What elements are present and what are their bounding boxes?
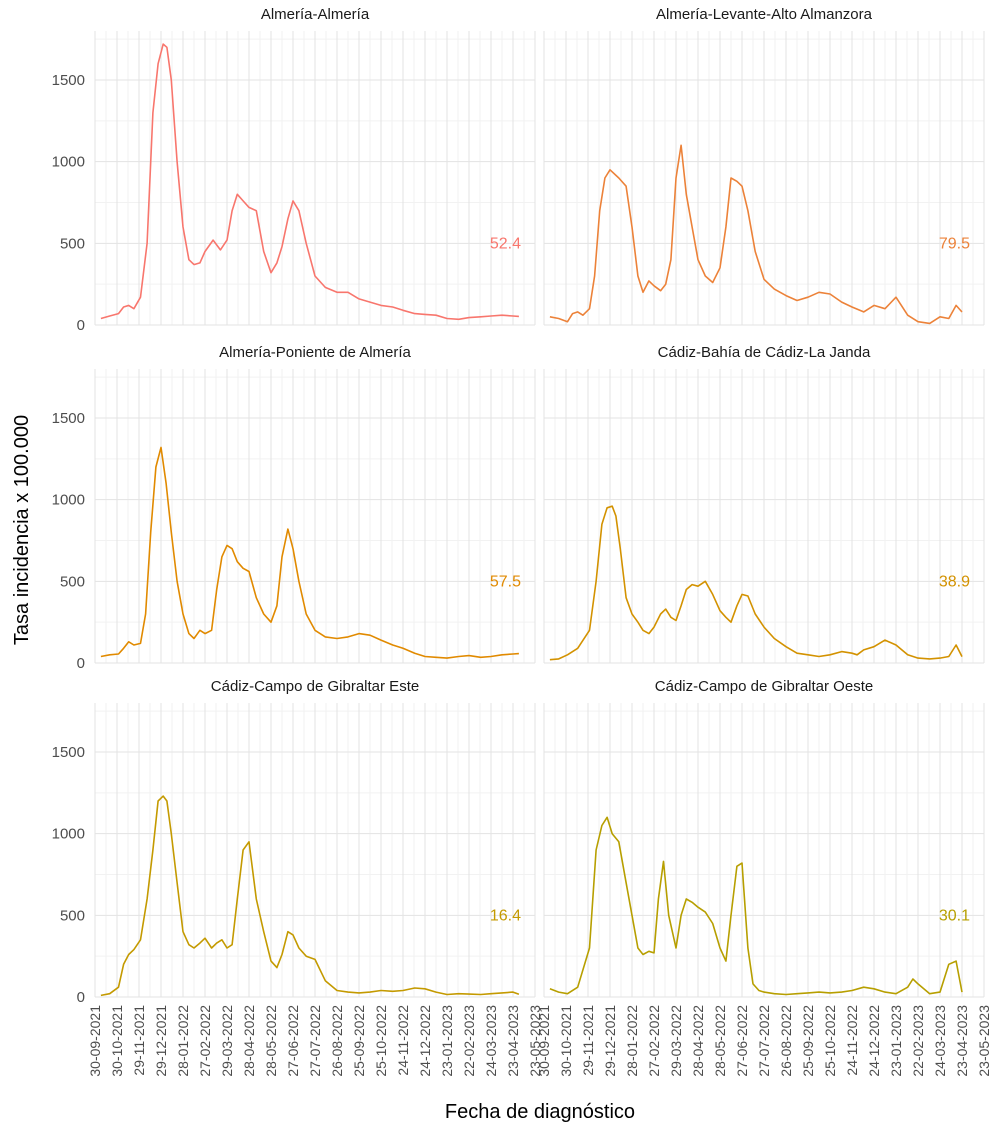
last-value-label: 16.4 [490,907,521,924]
last-value-label: 52.4 [490,235,521,252]
x-tick-label: 30-09-2021 [536,1005,552,1077]
x-tick-label: 29-12-2021 [153,1005,169,1077]
x-tick-label: 22-02-2023 [461,1005,477,1077]
x-tick-label: 22-02-2023 [910,1005,926,1077]
x-tick-label: 30-09-2021 [87,1005,103,1077]
facet-title: Cádiz-Bahía de Cádiz-La Janda [658,344,871,361]
x-tick-label: 28-05-2022 [263,1005,279,1077]
x-tick-label: 25-09-2022 [351,1005,367,1077]
facet-panel: Almería-Poniente de Almería 0 500 1000 1500 5… [52,344,536,672]
facet-panel: Cádiz-Campo de Gibraltar Oeste 30-09-2021… [536,678,990,1077]
series-line [549,816,963,996]
series-line [549,144,963,325]
x-tick-label: 24-03-2023 [483,1005,499,1077]
facet-title: Almería-Almería [261,6,370,23]
x-tick-label: 27-06-2022 [285,1005,301,1077]
x-tick-label: 23-01-2023 [439,1005,455,1077]
y-axis-title: Tasa incidencia x 100.000 [11,415,33,645]
facet-title: Cádiz-Campo de Gibraltar Este [211,678,419,695]
x-tick-label: 25-10-2022 [373,1005,389,1077]
series-line [549,505,963,661]
x-axis-title: Fecha de diagnóstico [445,1101,635,1123]
x-tick-label: 23-05-2023 [527,1005,543,1077]
x-tick-label: 28-04-2022 [241,1005,257,1077]
x-tick-label: 29-11-2021 [580,1005,596,1076]
facet-panel: Almería-Levante-Alto Almanzora 79.5 [543,6,985,326]
y-tick-label: 500 [60,907,85,924]
x-tick-label: 27-06-2022 [734,1005,750,1077]
series-line [100,795,520,997]
x-tick-label: 27-07-2022 [307,1005,323,1077]
y-tick-label: 1500 [52,744,85,761]
facet-title: Almería-Levante-Alto Almanzora [656,6,873,23]
y-tick-label: 0 [77,989,85,1006]
x-tick-label: 24-11-2022 [844,1005,860,1076]
x-tick-label: 24-03-2023 [932,1005,948,1077]
x-tick-label: 23-04-2023 [954,1005,970,1077]
x-tick-label: 23-04-2023 [505,1005,521,1077]
facet-panel: Almería-Almería 0 500 1000 1500 52.4 [52,6,536,334]
y-tick-label: 1000 [52,492,85,509]
x-tick-label: 23-01-2023 [888,1005,904,1077]
x-tick-label: 29-12-2021 [602,1005,618,1077]
x-tick-label: 30-10-2021 [558,1005,574,1077]
x-tick-label: 29-03-2022 [668,1005,684,1077]
x-tick-label: 30-10-2021 [109,1005,125,1077]
last-value-label: 30.1 [939,907,970,924]
y-tick-label: 1000 [52,826,85,843]
x-tick-label: 28-01-2022 [175,1005,191,1077]
x-tick-label: 29-11-2021 [131,1005,147,1076]
x-tick-label: 28-01-2022 [624,1005,640,1077]
x-tick-label: 27-07-2022 [756,1005,772,1077]
y-tick-label: 500 [60,573,85,590]
x-tick-label: 29-03-2022 [219,1005,235,1077]
x-tick-label: 23-05-2023 [976,1005,990,1077]
y-tick-label: 1000 [52,154,85,171]
x-tick-label: 27-02-2022 [646,1005,662,1077]
x-tick-label: 26-08-2022 [329,1005,345,1077]
series-line [100,446,519,659]
series-line [100,43,519,321]
facet-title: Almería-Poniente de Almería [219,344,411,361]
x-tick-label: 26-08-2022 [778,1005,794,1077]
x-tick-label: 25-09-2022 [800,1005,816,1077]
last-value-label: 38.9 [939,573,970,590]
facet-title: Cádiz-Campo de Gibraltar Oeste [655,678,873,695]
y-tick-label: 1500 [52,72,85,89]
x-tick-label: 24-11-2022 [395,1005,411,1076]
x-tick-label: 24-12-2022 [866,1005,882,1077]
last-value-label: 79.5 [939,235,970,252]
y-tick-label: 0 [77,317,85,334]
y-tick-label: 0 [77,655,85,672]
x-tick-label: 27-02-2022 [197,1005,213,1077]
x-tick-label: 24-12-2022 [417,1005,433,1077]
last-value-label: 57.5 [490,573,521,590]
y-tick-label: 1500 [52,410,85,427]
facet-panel: Cádiz-Campo de Gibraltar Este 0 500 1000 150… [52,678,543,1077]
x-tick-label: 28-05-2022 [712,1005,728,1077]
x-tick-label: 25-10-2022 [822,1005,838,1077]
x-tick-label: 28-04-2022 [690,1005,706,1077]
y-tick-label: 500 [60,235,85,252]
facet-panel: Cádiz-Bahía de Cádiz-La Janda 38.9 [543,344,985,664]
